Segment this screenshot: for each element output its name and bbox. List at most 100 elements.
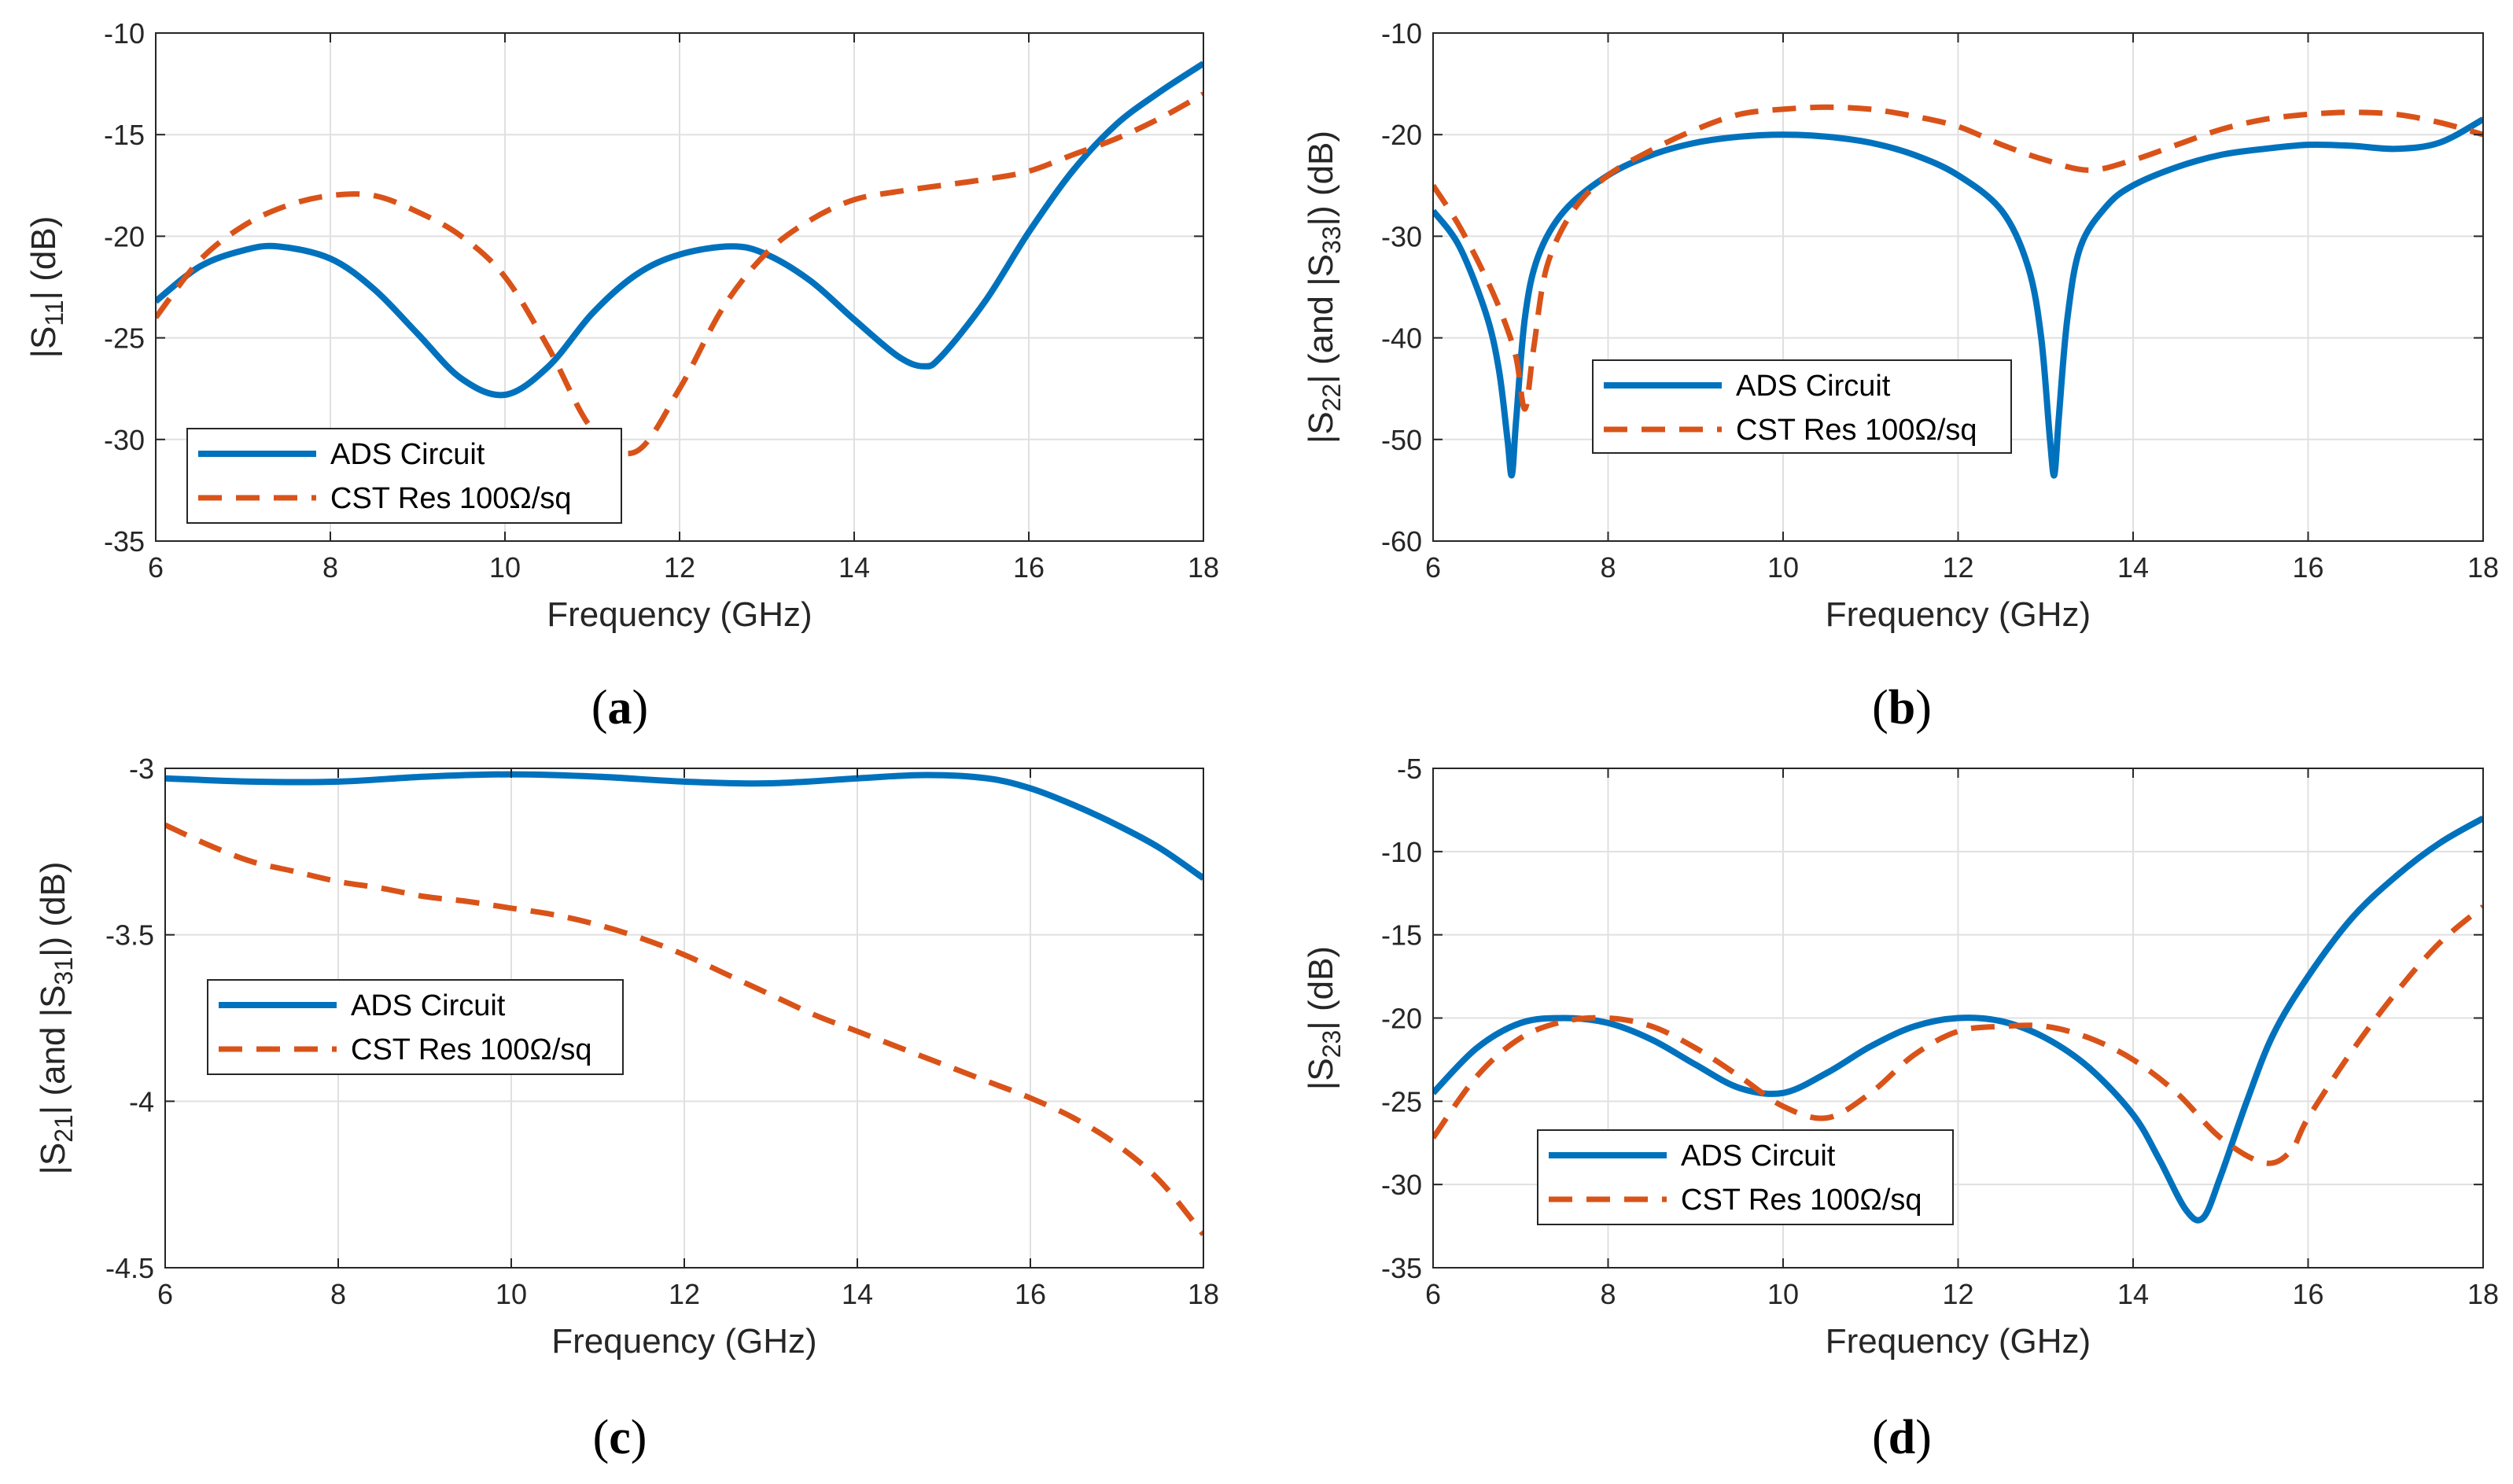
x-tick-label: 18 bbox=[2467, 1278, 2499, 1310]
x-tick-label: 16 bbox=[2292, 551, 2323, 584]
x-tick-label: 14 bbox=[842, 1278, 873, 1310]
panel-label-letter: b bbox=[1888, 681, 1915, 735]
x-tick-label: 12 bbox=[669, 1278, 700, 1310]
x-tick-label: 18 bbox=[2467, 551, 2499, 584]
y-tick-label: -35 bbox=[1381, 1252, 1422, 1284]
y-tick-label: -4.5 bbox=[105, 1252, 154, 1284]
panel-label-close: ) bbox=[632, 681, 649, 735]
legend: ADS Circuit CST Res 100Ω/sq bbox=[207, 979, 624, 1075]
y-axis-title-part: |S bbox=[34, 1143, 72, 1175]
x-tick-label: 16 bbox=[1015, 1278, 1046, 1310]
series-group bbox=[1433, 816, 2483, 1224]
legend-box bbox=[207, 979, 624, 1075]
chart-panel-b: 6 8 10 12 14 16 18 -60 -50 -40 -30 -20 -10 Frequency … bbox=[1302, 17, 2499, 735]
x-tick-label: 12 bbox=[1942, 1278, 1973, 1310]
y-tick-label: -20 bbox=[1381, 1003, 1422, 1035]
y-tick-label: -20 bbox=[1381, 119, 1422, 151]
y-axis-title-subscript: 11 bbox=[40, 300, 68, 326]
x-tick-label: 14 bbox=[2117, 551, 2149, 584]
y-axis-title-subscript: 33 bbox=[1317, 226, 1346, 254]
ads-circuit-series-line bbox=[1433, 116, 2483, 479]
y-axis-title-subscript: 31 bbox=[50, 957, 78, 985]
legend-box bbox=[1592, 359, 2012, 454]
x-tick-label: 16 bbox=[1013, 551, 1045, 584]
legend: ADS Circuit CST Res 100Ω/sq bbox=[1537, 1129, 1954, 1225]
y-axis-title-part: |) (dB) bbox=[34, 861, 72, 956]
cst-res-series-line bbox=[165, 822, 1203, 1236]
x-tick-label: 10 bbox=[1767, 1278, 1799, 1310]
panel-label-letter: c bbox=[609, 1411, 631, 1464]
series-group bbox=[165, 771, 1203, 1236]
y-tick-label: -35 bbox=[104, 525, 145, 558]
x-tick-label: 8 bbox=[330, 1278, 346, 1310]
x-tick-label: 6 bbox=[1425, 551, 1441, 584]
y-tick-label: -3 bbox=[129, 753, 154, 785]
legend: ADS Circuit CST Res 100Ω/sq bbox=[186, 428, 622, 524]
panel-label-open: ( bbox=[593, 1411, 610, 1464]
panel-label: (b) bbox=[1872, 681, 1932, 735]
x-tick-label: 10 bbox=[489, 551, 521, 584]
cst-res-series-line bbox=[1433, 904, 2483, 1166]
y-tick-label: -60 bbox=[1381, 525, 1422, 558]
x-tick-label: 14 bbox=[2117, 1278, 2149, 1310]
x-axis-title: Frequency (GHz) bbox=[551, 1322, 816, 1361]
y-tick-label: -15 bbox=[104, 119, 145, 151]
y-tick-label: -25 bbox=[104, 322, 145, 355]
series-group bbox=[156, 61, 1203, 457]
y-tick-label: -20 bbox=[104, 220, 145, 252]
panel-label-letter: d bbox=[1888, 1411, 1915, 1464]
panel-label: (d) bbox=[1872, 1411, 1932, 1464]
y-tick-label: -25 bbox=[1381, 1085, 1422, 1118]
legend-label-ads-circuit: ADS Circuit bbox=[351, 989, 506, 1022]
y-tick-label: -3.5 bbox=[105, 919, 154, 952]
x-tick-label: 6 bbox=[1425, 1278, 1441, 1310]
y-tick-label: -40 bbox=[1381, 322, 1422, 355]
series-group bbox=[1433, 104, 2483, 479]
legend-label-ads-circuit: ADS Circuit bbox=[1736, 370, 1891, 403]
legend: ADS Circuit CST Res 100Ω/sq bbox=[1592, 359, 2012, 454]
y-axis-title: |S11| (dB) bbox=[24, 216, 68, 359]
x-tick-label: 18 bbox=[1188, 551, 1219, 584]
y-axis-title-subscript: 23 bbox=[1317, 1030, 1346, 1059]
y-tick-label: -10 bbox=[104, 17, 145, 50]
panel-label-open: ( bbox=[1872, 681, 1888, 735]
panel-label-close: ) bbox=[631, 1411, 647, 1464]
x-tick-label: 10 bbox=[1767, 551, 1799, 584]
y-axis-title-part: |S bbox=[24, 326, 63, 359]
legend-label-cst-res: CST Res 100Ω/sq bbox=[330, 482, 572, 515]
y-tick-label: -10 bbox=[1381, 836, 1422, 868]
panel-label-letter: a bbox=[608, 681, 632, 735]
x-tick-label: 10 bbox=[496, 1278, 527, 1310]
x-axis-title: Frequency (GHz) bbox=[1826, 595, 2091, 634]
ads-circuit-series-line bbox=[165, 771, 1203, 882]
panel-label-open: ( bbox=[591, 681, 608, 735]
y-axis-title-part: | (dB) bbox=[24, 216, 63, 300]
ads-circuit-series-line bbox=[1433, 816, 2483, 1224]
y-tick-label: -5 bbox=[1397, 753, 1422, 785]
x-tick-label: 12 bbox=[664, 551, 695, 584]
y-tick-label: -30 bbox=[1381, 1169, 1422, 1201]
legend-label-cst-res: CST Res 100Ω/sq bbox=[1736, 414, 1977, 447]
y-axis-title-part: |S bbox=[1302, 411, 1340, 444]
panel-label: (a) bbox=[591, 681, 648, 735]
cst-res-series-line bbox=[1433, 104, 2483, 412]
y-tick-label: -15 bbox=[1381, 919, 1422, 952]
chart-panel-c: 6 8 10 12 14 16 18 -4.5 -4 -3.5 -3 Frequency (GHz) |… bbox=[34, 753, 1219, 1464]
x-axis-title: Frequency (GHz) bbox=[1826, 1322, 2091, 1361]
legend-box bbox=[1537, 1129, 1954, 1225]
x-tick-label: 12 bbox=[1942, 551, 1973, 584]
chart-panel-d: 6 8 10 12 14 16 18 -35 -30 -25 -20 -15 -10 -5 Frequenc… bbox=[1302, 753, 2499, 1464]
y-axis-title: |S21| (and |S31|) (dB) bbox=[34, 861, 78, 1174]
legend-label-ads-circuit: ADS Circuit bbox=[1681, 1140, 1836, 1173]
y-tick-label: -30 bbox=[104, 424, 145, 456]
y-axis-title: |S22| (and |S33|) (dB) bbox=[1302, 131, 1346, 444]
x-axis-title: Frequency (GHz) bbox=[547, 595, 812, 634]
y-axis-title-part: | (dB) bbox=[1302, 946, 1340, 1030]
y-axis-title-part: |S bbox=[1302, 1058, 1340, 1090]
ads-circuit-series-line bbox=[156, 61, 1203, 399]
panel-label-open: ( bbox=[1872, 1411, 1888, 1464]
y-tick-label: -10 bbox=[1381, 17, 1422, 50]
legend-label-ads-circuit: ADS Circuit bbox=[330, 438, 485, 471]
